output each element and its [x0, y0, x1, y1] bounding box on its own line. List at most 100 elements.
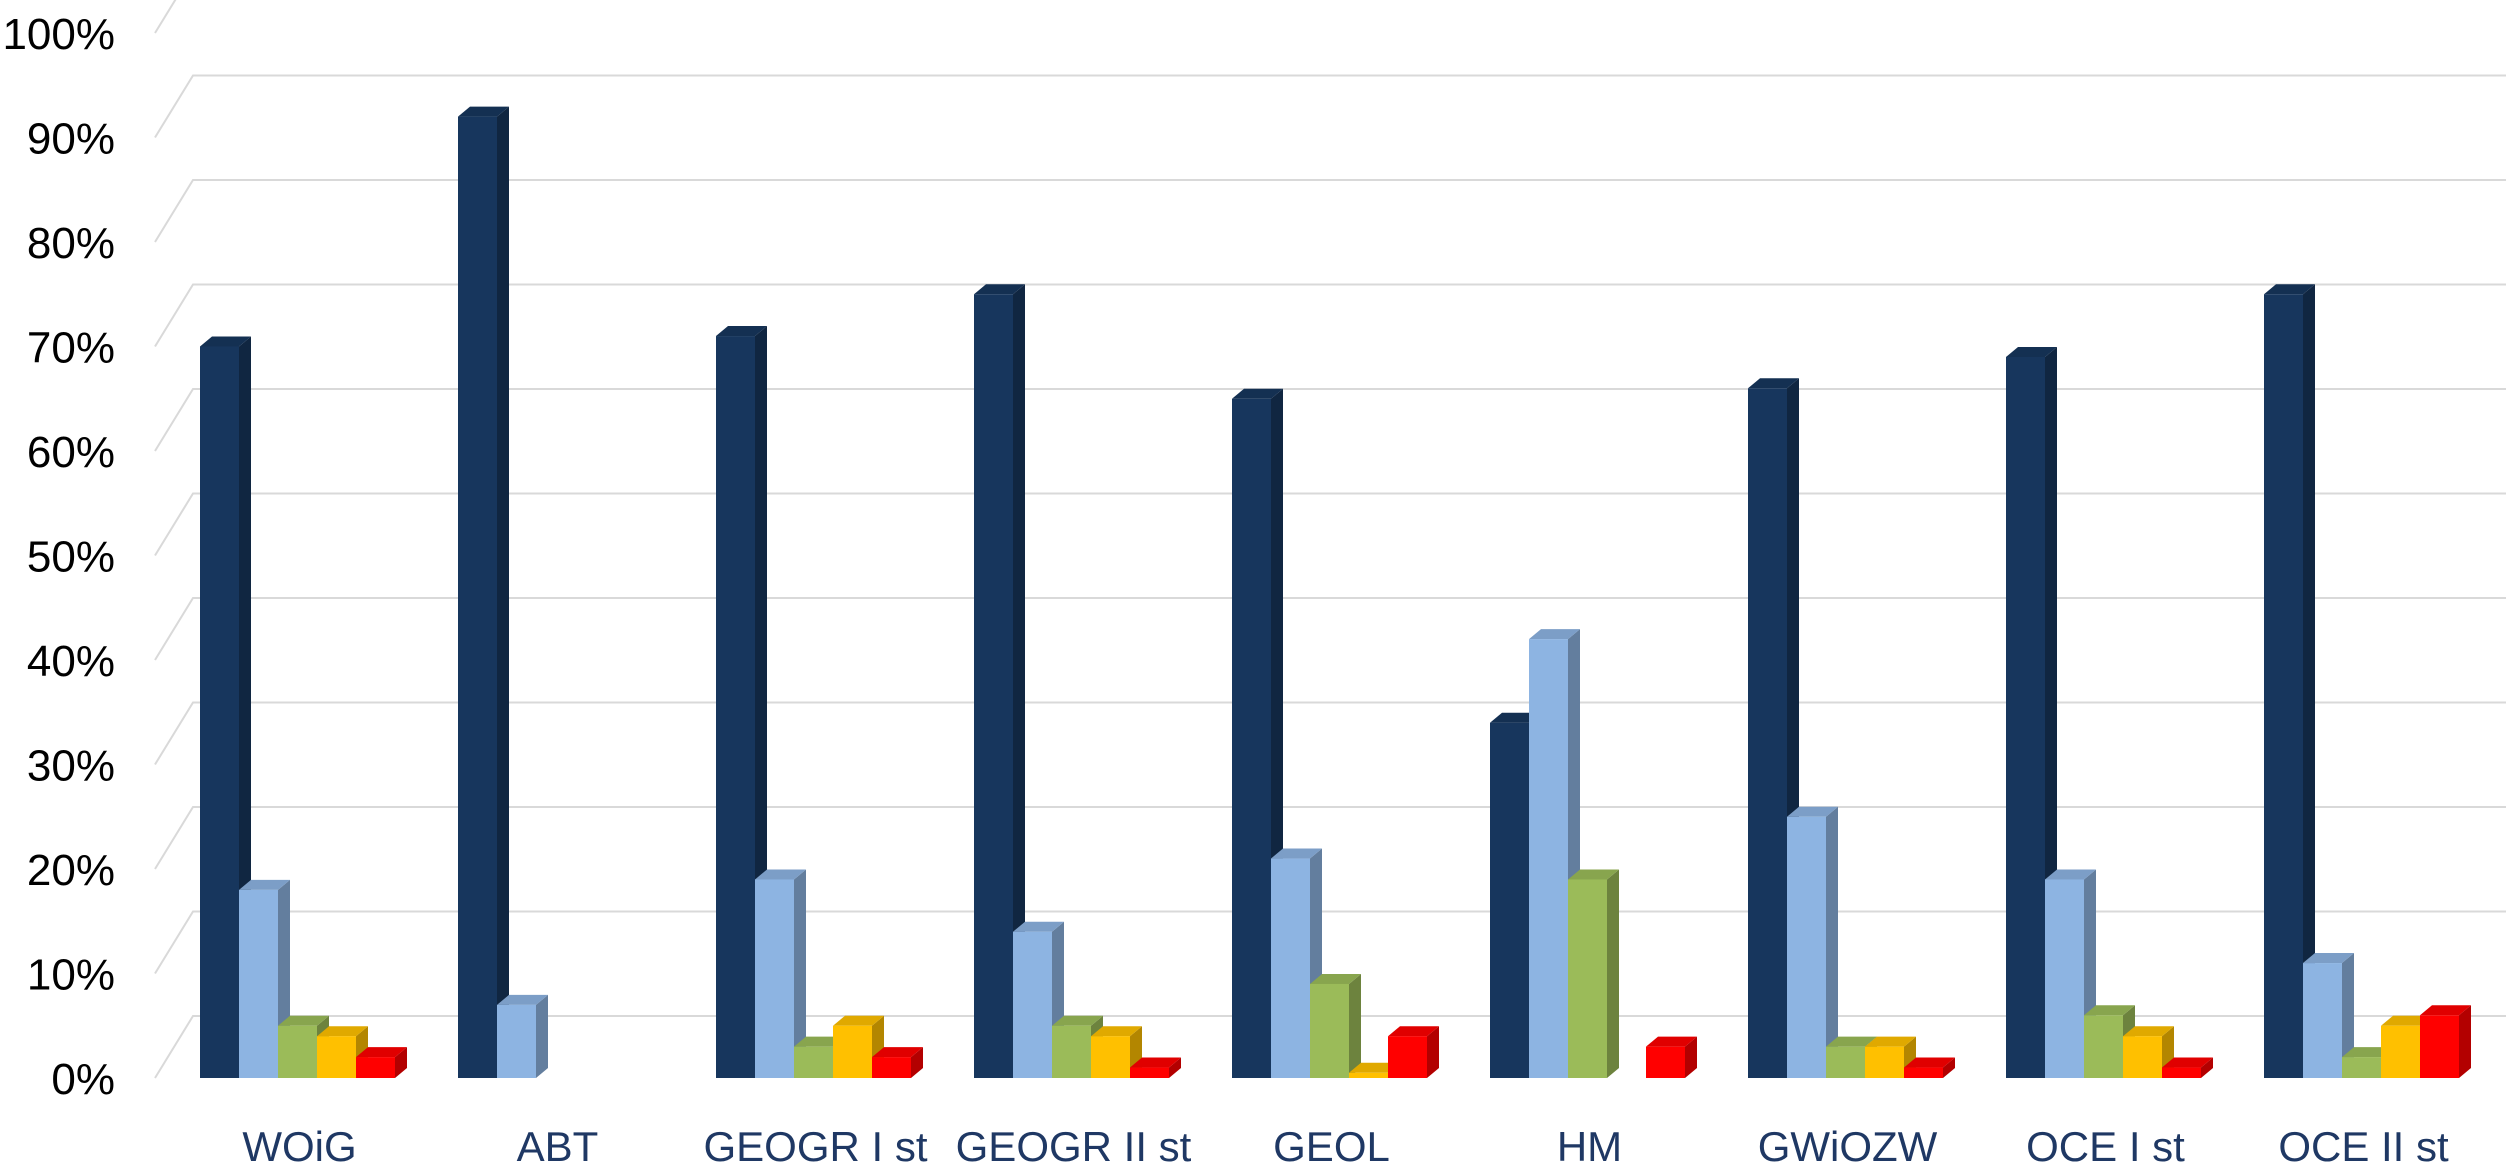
x-tick-label: GEOGR II st — [956, 1123, 1192, 1169]
bar-face — [2420, 1015, 2459, 1078]
bar-face — [497, 1004, 536, 1078]
bar-face — [1013, 921, 1064, 932]
bar-face — [2123, 1026, 2174, 1037]
bar-face — [200, 346, 239, 1078]
gridline — [154, 1015, 2506, 1079]
bar — [716, 326, 767, 1078]
bar-face — [716, 326, 767, 337]
bar — [1904, 1057, 1955, 1078]
bar — [1787, 806, 1838, 1078]
bar-face — [239, 879, 290, 890]
gridline — [154, 283, 2506, 348]
bar-face — [1388, 1036, 1427, 1078]
bar-face — [1052, 1015, 1103, 1026]
bar-face — [1169, 1057, 1181, 1078]
y-tick-label: 30% — [27, 742, 115, 791]
bar-face — [395, 1047, 407, 1078]
bar-face — [1904, 1067, 1943, 1078]
bar-face — [2303, 953, 2354, 964]
gridline — [154, 806, 2506, 870]
bar-face — [1271, 858, 1310, 1078]
y-tick-label: 80% — [27, 219, 115, 268]
bar-face — [1787, 816, 1826, 1078]
bar-face — [317, 1026, 368, 1037]
bar — [872, 1047, 923, 1078]
bar-face — [2045, 879, 2084, 1078]
bar-face — [1568, 879, 1607, 1078]
bar-face — [497, 994, 548, 1005]
bar-face — [1646, 1046, 1685, 1078]
bar-face — [2045, 869, 2096, 880]
bar-face — [872, 1047, 923, 1058]
x-tick-label: GEOL — [1273, 1123, 1390, 1169]
bar-face — [1787, 806, 1838, 817]
bar-face — [1748, 388, 1787, 1078]
bar-face — [1490, 722, 1529, 1078]
bar-face — [1865, 1036, 1916, 1047]
bar — [458, 106, 509, 1079]
x-tick-label: OCE I st — [2026, 1123, 2185, 1169]
y-tick-label: 90% — [27, 115, 115, 164]
bar-face — [2162, 1057, 2213, 1068]
bar-face — [2162, 1067, 2201, 1078]
bar — [974, 284, 1025, 1078]
bar-face — [278, 1025, 317, 1078]
bar — [497, 994, 548, 1078]
bar-face — [2006, 346, 2057, 357]
bar-face — [1388, 1026, 1439, 1037]
bar-face — [1427, 1026, 1439, 1078]
y-tick-label: 60% — [27, 428, 115, 477]
bar-face — [755, 869, 806, 880]
bar-face — [497, 106, 509, 1079]
bar-face — [2303, 284, 2315, 1078]
bar-face — [356, 1047, 407, 1058]
bar-face — [2264, 294, 2303, 1078]
gridline — [154, 910, 2506, 975]
x-tick-label: OCE II st — [2278, 1123, 2449, 1169]
bar-face — [2342, 1057, 2381, 1078]
bar — [2420, 1005, 2471, 1078]
bar-face — [1685, 1036, 1697, 1078]
bar-face — [1091, 1036, 1130, 1078]
bar — [833, 1015, 884, 1078]
bar — [356, 1047, 407, 1078]
bar — [2162, 1057, 2213, 1078]
bar-face — [794, 869, 806, 1078]
gridline — [154, 74, 2506, 139]
y-tick-label: 0% — [51, 1055, 115, 1104]
bar-face — [1826, 1036, 1877, 1047]
y-tick-label: 20% — [27, 846, 115, 895]
bar — [1568, 869, 1619, 1078]
x-tick-label: WOiG — [242, 1123, 356, 1169]
bar-face — [2381, 1015, 2432, 1026]
bar-face — [872, 1057, 911, 1078]
bar-face — [833, 1025, 872, 1078]
y-tick-label: 70% — [27, 324, 115, 373]
x-tick-label: ABT — [517, 1123, 599, 1169]
gridline — [154, 179, 2506, 243]
bar-face — [1091, 1026, 1142, 1037]
bar-face — [1865, 1046, 1904, 1078]
bar-face — [1490, 712, 1541, 723]
gridline — [154, 492, 2506, 557]
bar — [1529, 629, 1580, 1078]
bar-face — [974, 284, 1025, 295]
bar-face — [200, 336, 251, 347]
bar-face — [1232, 388, 1283, 399]
bar-face — [1349, 973, 1361, 1078]
bar-face — [536, 994, 548, 1078]
bar — [1646, 1036, 1697, 1078]
bar-face — [1271, 848, 1322, 859]
bar-face — [2264, 284, 2315, 295]
bar-face — [2084, 1005, 2135, 1016]
bar-face — [458, 106, 509, 117]
bar-face — [794, 1036, 845, 1047]
bar-face — [1529, 639, 1568, 1078]
bar — [2123, 1026, 2174, 1078]
bar-face — [2123, 1036, 2162, 1078]
bar — [1130, 1057, 1181, 1078]
bar-face — [1943, 1057, 1955, 1078]
bar-face — [239, 889, 278, 1078]
bar — [1310, 973, 1361, 1078]
